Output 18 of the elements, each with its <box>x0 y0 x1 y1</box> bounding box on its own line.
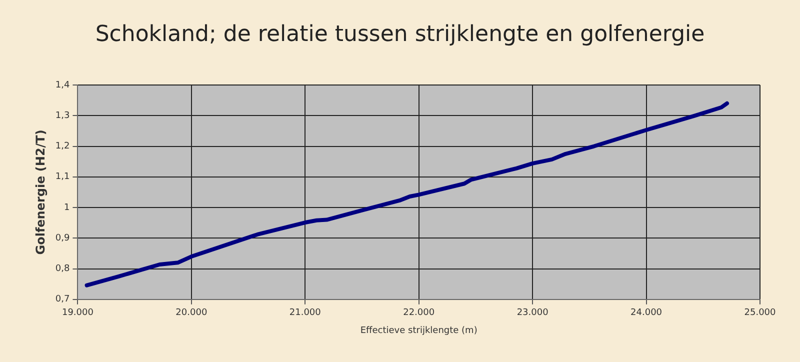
x-tick-label: 22.000 <box>403 308 435 318</box>
y-tick-label: 1,3 <box>55 110 70 121</box>
x-tick-label: 23.000 <box>516 308 549 318</box>
chart-title: Schokland; de relatie tussen strijklengte en golfenergie <box>94 22 706 47</box>
y-tick-label: 0,7 <box>55 294 70 305</box>
y-tick-label: 1,4 <box>55 80 70 90</box>
y-tick-label: 1,2 <box>55 142 70 152</box>
y-axis-title: Golfenergie (H2/T) <box>33 130 48 255</box>
x-tick-label: 24.000 <box>630 308 662 318</box>
y-tick-label: 0,8 <box>55 264 70 274</box>
y-tick-label: 1,1 <box>55 172 70 182</box>
x-tick-label: 21.000 <box>289 308 322 318</box>
x-tick-label: 20.000 <box>176 308 208 318</box>
y-tick-label: 0,9 <box>55 233 70 244</box>
x-tick-label: 25.000 <box>744 308 776 318</box>
x-axis-title: Effectieve strijklengte (m) <box>360 326 478 336</box>
x-tick-label: 19.000 <box>62 308 94 318</box>
y-tick-label: 1 <box>64 202 70 213</box>
